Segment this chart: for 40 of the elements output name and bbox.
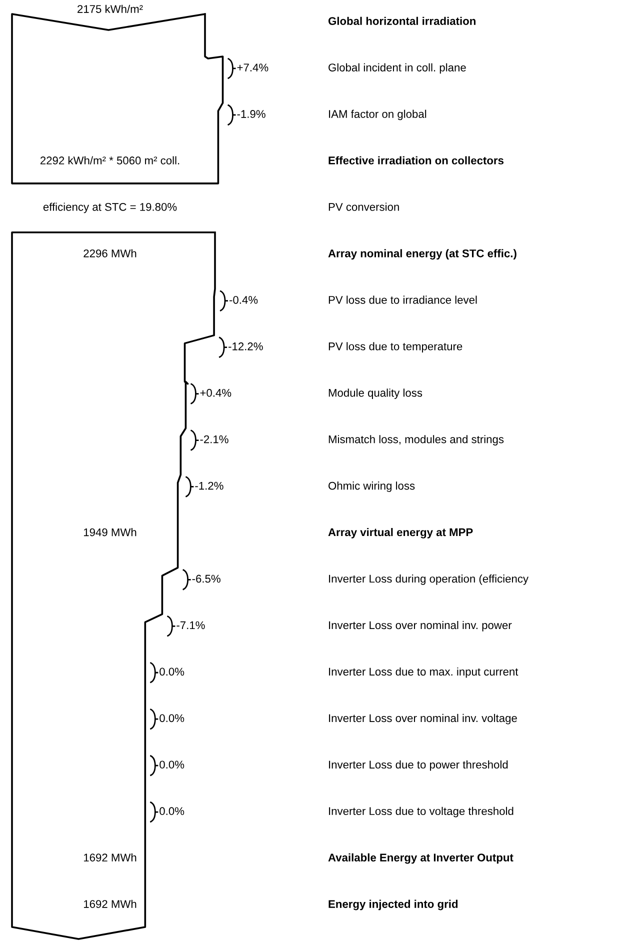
data-label: 0.0% <box>160 668 184 676</box>
data-label: 2175 kWh/m² <box>78 4 143 13</box>
data-label: 1692 MWh <box>84 900 136 908</box>
data-label: 2296 MWh <box>84 249 136 258</box>
category-label: PV loss due to irradiance level <box>328 296 477 304</box>
category-label: Inverter Loss due to max. input current <box>329 667 518 678</box>
category-label: Effective irradiation on collectors <box>328 156 504 164</box>
category-label: Module quality loss <box>328 388 422 399</box>
data-label: 0.0% <box>160 714 184 722</box>
data-label: -1.2% <box>195 482 224 490</box>
data-label: +7.4% <box>237 64 268 72</box>
category-label: Inverter Loss during operation (efficiency <box>329 574 529 585</box>
data-label: -0.4% <box>229 296 258 304</box>
category-label: IAM factor on global <box>329 110 426 120</box>
category-label: Inverter Loss over nominal inv. power <box>329 620 512 632</box>
data-label: -2.1% <box>200 435 228 444</box>
data-label: 0.0% <box>160 807 184 816</box>
category-label: Mismatch loss, modules and strings <box>328 435 504 446</box>
category-label: Inverter Loss due to power threshold <box>329 760 508 771</box>
category-label: Array virtual energy at MPP <box>328 528 473 538</box>
data-label: -7.1% <box>176 621 205 630</box>
data-label: efficiency at STC = 19.80% <box>43 202 177 214</box>
category-label: PV loss due to temperature <box>328 342 462 352</box>
category-label: Array nominal energy (at STC effic.) <box>328 249 516 260</box>
category-label: Global horizontal irradiation <box>328 16 476 25</box>
category-label: Inverter Loss over nominal inv. voltage <box>329 714 517 724</box>
data-label: 1692 MWh <box>84 853 136 862</box>
category-label: Available Energy at Inverter Output <box>328 853 514 864</box>
data-label: 2292 kWh/m² * 5060 m² coll. <box>40 156 180 164</box>
data-label: -1.9% <box>237 110 266 118</box>
category-label: Ohmic wiring loss <box>328 482 415 492</box>
data-label: 1949 MWh <box>84 528 136 536</box>
data-label: -12.2% <box>228 342 263 350</box>
data-label: +0.4% <box>200 388 232 397</box>
category-label: Global incident in coll. plane <box>328 63 466 74</box>
category-label: Inverter Loss due to voltage threshold <box>329 806 514 818</box>
category-label: PV conversion <box>328 202 399 211</box>
category-label: Energy injected into grid <box>328 900 458 910</box>
data-label: 0.0% <box>160 760 184 769</box>
data-label: -6.5% <box>192 574 220 583</box>
